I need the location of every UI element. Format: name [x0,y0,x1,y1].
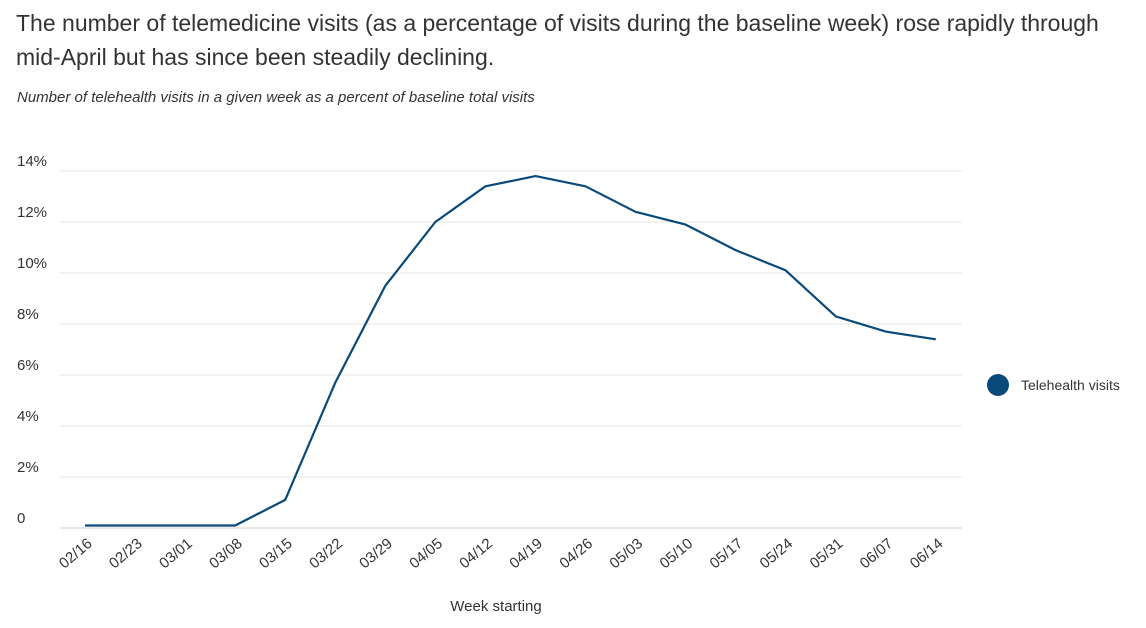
legend-label[interactable]: Telehealth visits [1021,377,1120,393]
x-tick-label: 05/31 [807,535,847,572]
y-tick-label: 0 [17,510,25,527]
x-tick-label: 03/22 [306,535,346,572]
x-tick-label: 05/24 [757,535,797,572]
x-tick-label: 04/19 [506,535,546,572]
y-axis-ticks: 0 2% 4% 6% 8% 10% 12% 14% [17,153,47,527]
x-tick-label: 03/15 [256,535,296,572]
x-tick-label: 03/29 [356,535,396,572]
x-tick-label: 05/03 [606,535,646,572]
x-tick-label: 04/12 [456,535,496,572]
y-tick-label: 10% [17,255,47,272]
x-tick-label: 06/07 [857,535,897,572]
x-tick-label: 03/08 [206,535,246,572]
x-tick-label: 06/14 [907,535,947,572]
chart-title: The number of telemedicine visits (as a … [16,10,1099,70]
x-tick-label: 02/16 [56,535,96,572]
x-tick-label: 02/23 [106,535,146,572]
x-tick-label: 04/05 [406,535,446,572]
y-tick-label: 14% [17,153,47,170]
series-line-telehealth-visits[interactable] [85,175,936,527]
x-tick-label: 05/10 [656,535,696,572]
x-axis-ticks: 02/16 02/23 03/01 03/08 03/15 03/22 03/29 04/05… [56,535,947,572]
x-tick-label: 05/17 [707,535,747,572]
x-axis-label: Week starting [450,598,541,615]
x-tick-label: 04/26 [556,535,596,572]
legend-marker[interactable] [987,374,1009,396]
chart-subtitle: Number of telehealth visits in a given w… [17,89,535,106]
y-tick-label: 4% [17,408,39,425]
legend[interactable]: Telehealth visits [987,374,1120,396]
series-lines [85,175,936,527]
y-tick-label: 6% [17,357,39,374]
gridlines [60,170,962,529]
x-tick-label: 03/01 [156,535,196,572]
y-tick-label: 8% [17,306,39,323]
y-tick-label: 12% [17,204,47,221]
y-tick-label: 2% [17,459,39,476]
